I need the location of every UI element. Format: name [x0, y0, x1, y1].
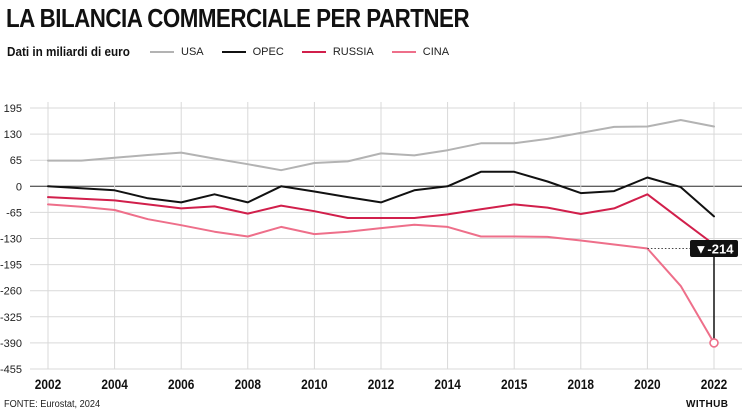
y-tick-label: 0: [16, 181, 22, 193]
x-tick-label: 2015: [501, 376, 527, 392]
series-line-cina: [47, 203, 715, 344]
legend-swatch-usa: [150, 51, 174, 53]
y-tick-label: -65: [6, 207, 22, 219]
legend-item-opec: OPEC: [221, 46, 284, 58]
chart-subtitle: Dati in miliardi di euro: [7, 44, 130, 59]
x-tick-label: 2004: [101, 376, 128, 392]
legend-swatch-cina: [391, 51, 416, 53]
x-tick-label: 2006: [168, 376, 194, 392]
source-note: FONTE: Eurostat, 2024: [4, 399, 101, 410]
y-tick-label: -390: [0, 338, 22, 350]
x-tick-label: 2014: [434, 376, 461, 392]
y-tick-label: -260: [0, 286, 22, 298]
x-tick-label: 2022: [701, 376, 727, 392]
series-line-russia: [47, 193, 715, 246]
annotation-end-marker: [709, 338, 719, 348]
legend-item-cina: CINA: [391, 46, 450, 58]
y-tick-label: -455: [0, 364, 22, 376]
x-tick-label: 2002: [35, 376, 61, 392]
legend-swatch-russia: [301, 51, 326, 53]
x-tick-label: 2010: [301, 376, 327, 392]
y-tick-label: 65: [10, 155, 22, 167]
series-line-opec: [47, 170, 715, 218]
chart-title: LA BILANCIA COMMERCIALE PER PARTNER: [6, 3, 470, 33]
y-tick-label: -195: [0, 260, 22, 272]
y-tick-label: 195: [4, 103, 22, 115]
legend-label-usa: USA: [181, 46, 204, 58]
y-tick-label: 130: [4, 129, 22, 141]
legend-label-cina: CINA: [422, 46, 450, 58]
legend-item-usa: USA: [150, 46, 204, 58]
series-line-usa: [47, 119, 715, 172]
y-tick-label: -130: [0, 234, 22, 246]
x-tick-label: 2018: [568, 376, 594, 392]
y-tick-label: -325: [0, 312, 22, 324]
legend-label-opec: OPEC: [252, 46, 284, 58]
brand-logo: WITHUB: [686, 399, 729, 410]
legend-label-russia: RUSSIA: [332, 46, 374, 58]
chart-legend: USA OPEC RUSSIA CINA: [150, 46, 467, 58]
annotation-badge: [690, 240, 738, 258]
x-tick-label: 2020: [634, 376, 660, 392]
legend-swatch-opec: [221, 51, 246, 53]
x-tick-label: 2008: [235, 376, 261, 392]
legend-item-russia: RUSSIA: [301, 46, 374, 58]
annotation-label: ▼-214: [695, 242, 735, 257]
x-tick-label: 2012: [368, 376, 394, 392]
